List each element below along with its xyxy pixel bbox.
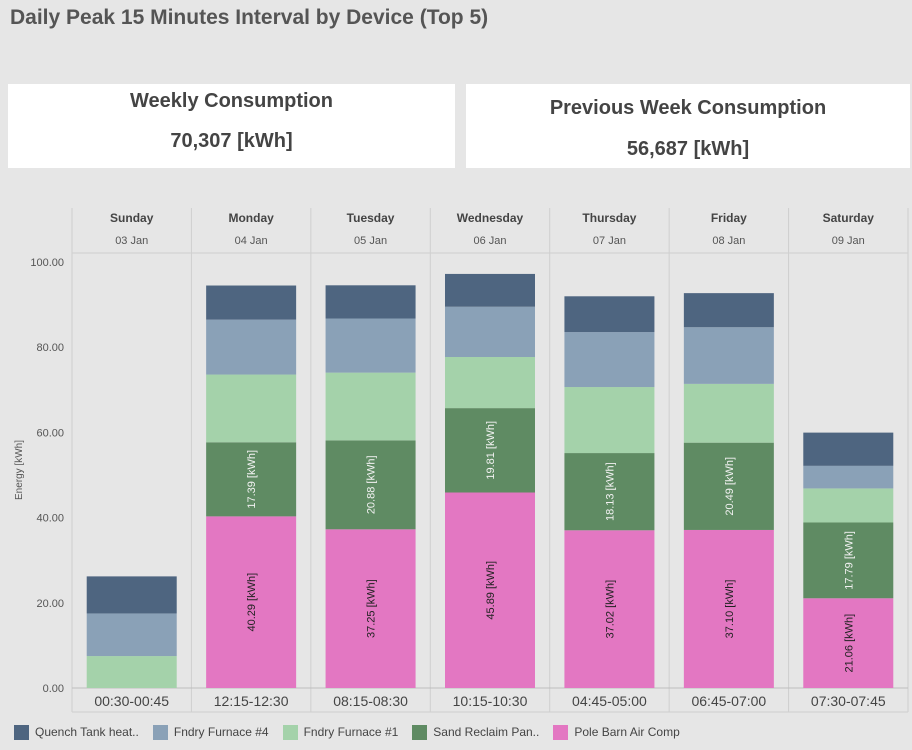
legend-item: Fndry Furnace #1 (282, 724, 399, 740)
chart-legend: Quench Tank heat.. Fndry Furnace #4 Fndry … (14, 722, 694, 742)
legend-item: Sand Reclaim Pan.. (412, 724, 540, 740)
bar-segment (325, 285, 416, 319)
bar-segment (445, 273, 535, 307)
data-label: 20.49 [kWh] (724, 457, 736, 516)
bar-segment (564, 453, 655, 531)
previous-week-consumption-card: Previous Week Consumption 56,687 [kWh] (466, 84, 910, 168)
legend-item: Quench Tank heat.. (14, 724, 139, 740)
bar-segment (445, 306, 535, 357)
legend-swatch (553, 724, 569, 740)
data-label: 37.02 [kWh] (604, 580, 616, 639)
bar-segment (564, 387, 655, 454)
interval-tick-label: 06:45-07:00 (691, 693, 766, 709)
y-tick-label: 0.00 (43, 683, 64, 695)
bar-segment (803, 598, 894, 688)
day-name-label: Friday (711, 211, 747, 225)
interval-tick-label: 10:15-10:30 (453, 693, 528, 709)
bar-segment (206, 319, 297, 375)
bar-segment (206, 374, 297, 443)
bar-segment (86, 656, 177, 688)
day-date-label: 06 Jan (473, 235, 506, 247)
bar-segment (86, 613, 177, 657)
y-axis-label: Energy [kWh] (14, 440, 25, 500)
bar-segment (445, 492, 535, 688)
weekly-consumption-card: Weekly Consumption 70,307 [kWh] (8, 84, 455, 168)
day-name-label: Saturday (823, 211, 875, 225)
bar-segment (683, 383, 774, 443)
interval-tick-label: 04:45-05:00 (572, 693, 647, 709)
bar-segment (206, 516, 297, 688)
data-label: 17.79 [kWh] (843, 531, 855, 590)
bar-segment (325, 440, 416, 530)
previous-week-consumption-value: 56,687 [kWh] (626, 138, 750, 160)
page-title: Daily Peak 15 Minutes Interval by Device… (10, 6, 489, 29)
legend-label: Fndry Furnace #1 (303, 725, 399, 739)
day-date-label: 03 Jan (115, 235, 148, 247)
y-tick-label: 80.00 (36, 342, 64, 354)
day-name-label: Wednesday (457, 211, 524, 225)
day-name-label: Thursday (582, 211, 636, 225)
interval-tick-label: 12:15-12:30 (214, 693, 289, 709)
bar-segment (803, 488, 894, 523)
day-date-label: 08 Jan (712, 235, 745, 247)
y-tick-label: 100.00 (30, 257, 64, 269)
legend-label: Fndry Furnace #4 (173, 725, 269, 739)
bar-segment (86, 576, 177, 614)
y-tick-label: 40.00 (36, 513, 64, 525)
legend-swatch (412, 724, 428, 740)
data-label: 21.06 [kWh] (843, 614, 855, 673)
legend-item: Pole Barn Air Comp (553, 724, 680, 740)
stacked-bar-chart: 0.00 20.00 40.00 60.00 80.00 100.00 Energy [kW… (14, 208, 909, 713)
y-tick-label: 20.00 (36, 598, 64, 610)
data-label: 19.81 [kWh] (485, 421, 497, 480)
interval-tick-label: 00:30-00:45 (94, 693, 169, 709)
day-name-label: Tuesday (347, 211, 395, 225)
day-date-label: 04 Jan (235, 235, 268, 247)
data-label: 17.39 [kWh] (246, 450, 258, 509)
bar-segment (803, 432, 894, 466)
previous-week-consumption-label: Previous Week Consumption (549, 97, 827, 119)
legend-label: Quench Tank heat.. (35, 725, 139, 739)
bar-segment (325, 372, 416, 441)
data-label: 20.88 [kWh] (366, 455, 378, 514)
bar-segment (683, 442, 774, 530)
legend-label: Pole Barn Air Comp (574, 725, 680, 739)
bar-segment (564, 530, 655, 688)
weekly-consumption-value: 70,307 [kWh] (170, 130, 293, 152)
legend-label: Sand Reclaim Pan.. (433, 725, 540, 739)
weekly-consumption-label: Weekly Consumption (130, 90, 333, 112)
day-date-label: 05 Jan (354, 235, 387, 247)
interval-tick-label: 07:30-07:45 (811, 693, 886, 709)
bar-segment (325, 318, 416, 373)
bar-segment (445, 408, 535, 493)
day-header-band (72, 208, 908, 253)
bar-segment (803, 465, 894, 489)
day-name-label: Sunday (110, 211, 154, 225)
legend-swatch (14, 724, 29, 740)
day-date-label: 07 Jan (593, 235, 626, 247)
interval-tick-label: 08:15-08:30 (333, 693, 408, 709)
bar-segment (564, 332, 655, 388)
day-name-label: Monday (228, 211, 274, 225)
y-tick-label: 60.00 (36, 427, 64, 439)
bar-segment (445, 356, 535, 409)
day-date-label: 09 Jan (832, 235, 865, 247)
bar-segment (325, 529, 416, 688)
data-label: 37.25 [kWh] (366, 579, 378, 638)
legend-swatch (282, 724, 298, 740)
legend-swatch (152, 724, 168, 740)
bar-segment (206, 442, 297, 517)
data-label: 37.10 [kWh] (724, 580, 736, 639)
bar-segment (683, 529, 774, 688)
bar-segment (564, 296, 655, 333)
legend-item: Fndry Furnace #4 (152, 724, 269, 740)
bar-segment (683, 327, 774, 384)
bar-segment (803, 522, 894, 599)
data-label: 45.89 [kWh] (485, 561, 497, 620)
data-label: 40.29 [kWh] (246, 573, 258, 632)
data-label: 18.13 [kWh] (604, 462, 616, 521)
bar-segment (683, 293, 774, 328)
bar-segment (206, 285, 297, 320)
